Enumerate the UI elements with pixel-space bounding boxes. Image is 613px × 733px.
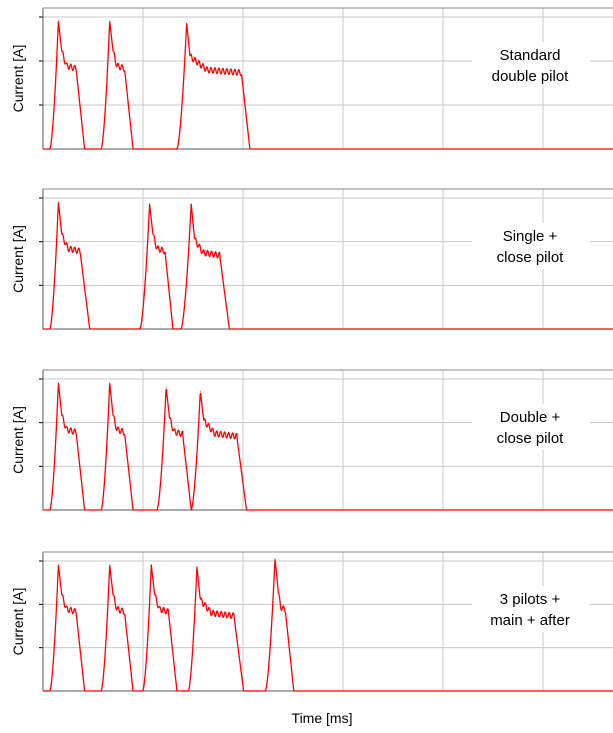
current-trace-4 <box>42 559 613 692</box>
pulse-peak-4-1 <box>57 564 59 566</box>
pulse-peak-3-2 <box>109 382 111 384</box>
panel-1: Current [A] Standard double pilot <box>10 7 613 150</box>
pulse-peak-1-1 <box>57 20 59 22</box>
pulse-peak-1-2 <box>109 20 111 22</box>
panel-annotation-line-2: close pilot <box>497 249 565 266</box>
panel-annotation-line-2: close pilot <box>497 430 565 447</box>
x-axis-label: Time [ms] <box>292 710 353 726</box>
panel-annotation-line-2: double pilot <box>492 68 570 85</box>
y-axis-label: Current [A] <box>10 225 26 293</box>
y-axis-label: Current [A] <box>10 588 26 656</box>
annotation-background <box>472 42 590 88</box>
pulse-peak-4-5 <box>274 558 276 560</box>
panel-annotation-line-1: 3 pilots + <box>500 591 561 608</box>
pulse-peak-4-4 <box>196 566 198 568</box>
pulse-peak-1-3 <box>186 22 188 24</box>
panel-annotation-line-1: Double + <box>500 409 561 426</box>
current-trace-1 <box>42 21 613 150</box>
panel-annotation-line-2: main + after <box>490 612 570 629</box>
annotation-background <box>472 586 590 632</box>
pulse-peak-2-1 <box>57 201 59 203</box>
pulse-peak-2-3 <box>190 203 192 205</box>
panel-2: Current [A] Single + close pilot <box>10 188 613 330</box>
pulse-peak-3-3 <box>165 386 167 388</box>
current-trace-3 <box>42 383 613 511</box>
y-axis-label: Current [A] <box>10 45 26 113</box>
pulse-peak-4-3 <box>150 564 152 566</box>
pulse-peak-4-2 <box>109 564 111 566</box>
panel-4: Current [A] 3 pilots + main + after Time [m… <box>10 551 613 726</box>
annotation-background <box>472 223 590 269</box>
panel-3: Current [A] Double + close pilot <box>10 369 613 511</box>
y-axis-label: Current [A] <box>10 406 26 474</box>
panel-annotation-line-1: Single + <box>503 228 558 245</box>
panel-annotation-line-1: Standard <box>500 47 561 64</box>
pulse-peak-3-1 <box>57 382 59 384</box>
pulse-peak-2-2 <box>149 203 151 205</box>
pulse-peak-3-4 <box>199 390 201 392</box>
current-trace-2 <box>42 202 613 330</box>
annotation-background <box>472 404 590 450</box>
